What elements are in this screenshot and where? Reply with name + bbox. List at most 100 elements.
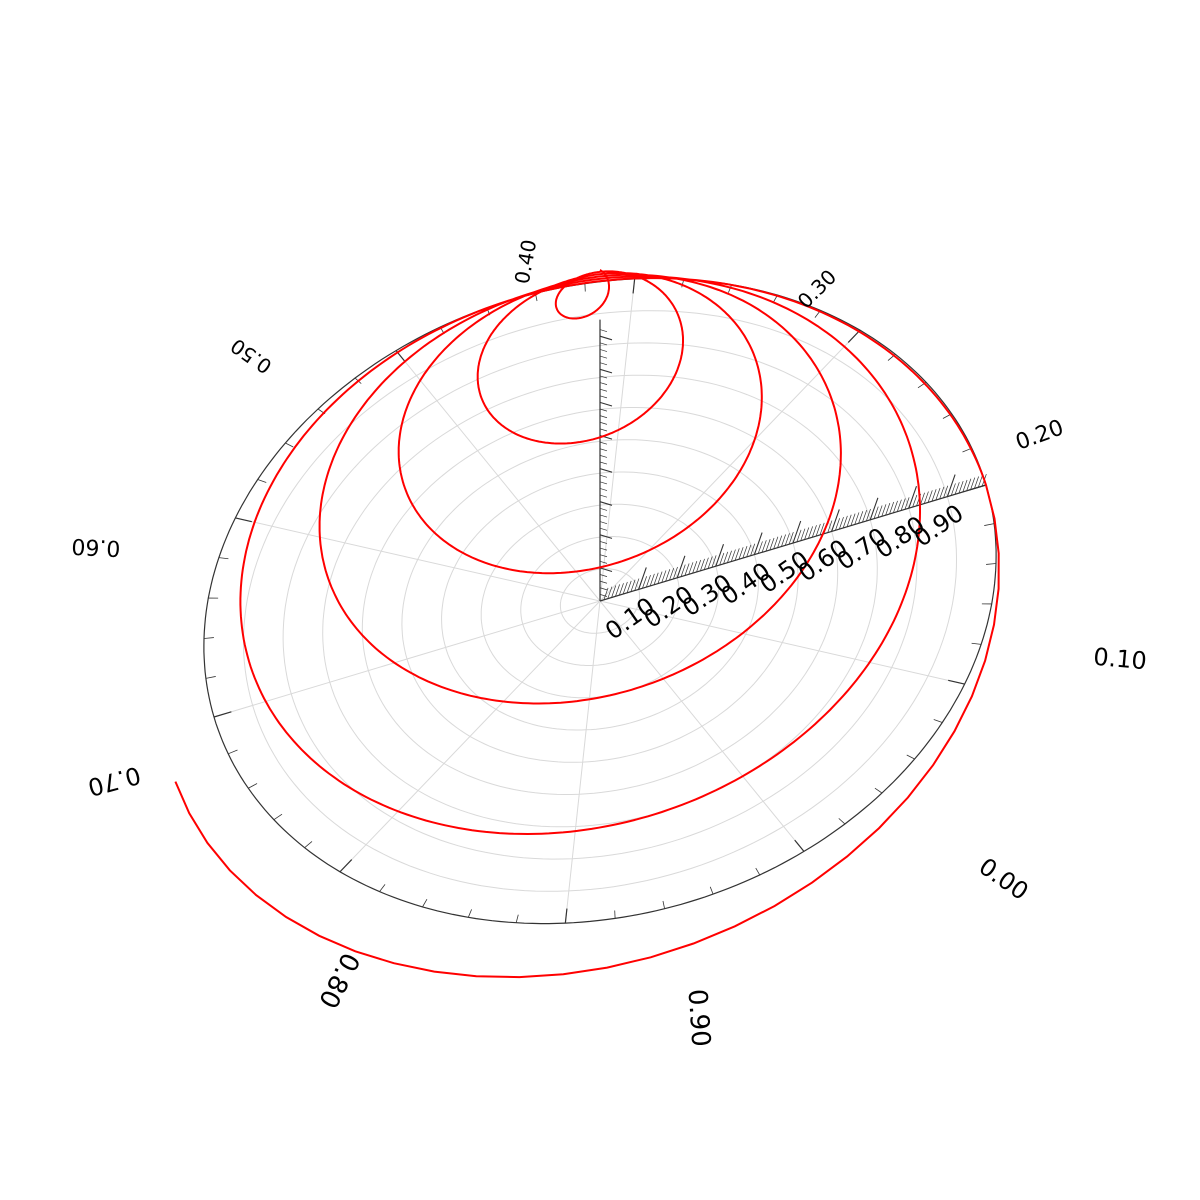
radial-tick [946, 474, 956, 497]
radial-tick [800, 528, 806, 541]
grid-spoke [599, 278, 636, 602]
angular-tick [257, 479, 267, 483]
vertical-tick [599, 441, 608, 445]
radial-tick [645, 574, 651, 588]
radial-tick [827, 520, 833, 533]
vertical-tick [599, 329, 608, 333]
angular-tick [984, 523, 995, 526]
radial-tick [653, 572, 659, 585]
radial-tick [707, 556, 713, 569]
vertical-tick [599, 580, 608, 584]
radial-tick [738, 547, 744, 560]
radial-tick [703, 557, 709, 570]
radial-tick [719, 552, 725, 566]
angular-tick [971, 642, 982, 645]
radial-tick [889, 501, 895, 515]
radial-tick [885, 503, 891, 516]
radial-tick [862, 510, 868, 523]
radial-tick [761, 540, 767, 553]
angular-tick [285, 442, 294, 448]
radial-tick [792, 520, 802, 544]
radial-tick [781, 534, 786, 547]
angular-tick [662, 900, 665, 909]
angular-tick [709, 886, 714, 895]
radial-tick [746, 544, 752, 558]
vertical-tick [599, 448, 608, 452]
radial-tick [877, 505, 883, 518]
radial-tick [692, 561, 698, 574]
radial-tick [788, 532, 794, 545]
radial-tick [958, 481, 964, 494]
grid-spoke [213, 600, 601, 718]
angular-tick-label: 0.90 [682, 988, 716, 1048]
radial-tick [896, 499, 902, 512]
radial-tick [943, 485, 949, 498]
angular-tick [564, 908, 568, 924]
angular-tick [213, 711, 232, 718]
vertical-tick [599, 474, 608, 478]
vertical-tick [599, 335, 613, 341]
angular-tick [205, 676, 216, 679]
vertical-tick [599, 594, 608, 597]
radial-tick [622, 581, 628, 595]
vertical-tick [599, 501, 613, 506]
angular-tick [304, 841, 313, 848]
grid-spoke [235, 517, 601, 602]
angular-tick-label: 0.20 [1013, 415, 1068, 455]
angular-tick [874, 787, 883, 794]
grid-spoke [599, 600, 805, 852]
vertical-tick [599, 428, 608, 432]
angular-tick-label: 0.50 [226, 334, 276, 379]
radial-tick [966, 478, 972, 491]
vertical-tick [599, 521, 608, 524]
angular-tick [906, 754, 915, 760]
radial-tick [842, 515, 848, 529]
radial-tick [730, 549, 736, 562]
vertical-tick [599, 455, 608, 458]
angular-tick [203, 637, 214, 639]
vertical-tick [599, 362, 608, 366]
radial-tick [661, 570, 667, 583]
radial-tick [974, 476, 979, 489]
angular-tick [467, 909, 472, 918]
series-lines [174, 269, 1000, 979]
radial-tick [673, 566, 678, 580]
radial-tick [773, 536, 779, 549]
vertical-tick [599, 395, 608, 399]
vertical-tick [599, 488, 608, 491]
radial-tick [634, 578, 640, 591]
grid-spoke [599, 329, 861, 602]
angular-tick [838, 818, 846, 825]
radial-tick [638, 567, 647, 590]
radial-tick [854, 512, 860, 525]
radial-tick [657, 571, 663, 584]
vertical-tick [599, 368, 613, 374]
vertical-tick [599, 415, 608, 419]
radial-tick [858, 511, 864, 524]
angular-tick [422, 899, 428, 908]
radial-tick [900, 498, 906, 511]
grid-spoke [564, 600, 601, 924]
radial-tick [765, 539, 771, 552]
angular-tick [986, 563, 997, 565]
angular-tick [755, 867, 761, 876]
radial-tick [734, 548, 740, 561]
radial-tick [715, 544, 725, 567]
radial-tick [727, 550, 732, 563]
radial-tick [935, 487, 941, 501]
radial-tick [977, 475, 983, 488]
radial-tick [618, 583, 624, 596]
radial-tick [931, 489, 937, 502]
radial-tick [815, 523, 821, 537]
angular-tick [248, 783, 258, 789]
radial-tick [784, 533, 790, 546]
radial-tick [970, 477, 976, 490]
grid-spoke [339, 600, 601, 873]
radial-tick [962, 479, 968, 493]
axes [599, 319, 987, 602]
grid-spoke [395, 350, 601, 602]
radial-tick [676, 555, 686, 578]
radial-tick [688, 562, 694, 575]
vertical-tick [599, 494, 608, 498]
polar-grid [213, 278, 987, 924]
